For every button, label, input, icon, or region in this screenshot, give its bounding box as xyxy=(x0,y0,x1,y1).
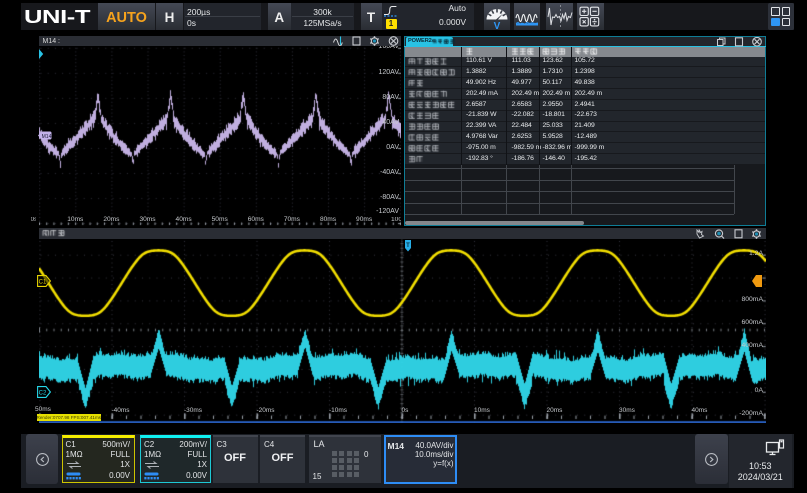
svg-text:V: V xyxy=(493,21,500,30)
svg-text:T: T xyxy=(406,243,410,249)
svg-text:C1: C1 xyxy=(39,279,47,285)
svg-text:M14: M14 xyxy=(42,133,52,139)
svg-text:C2: C2 xyxy=(39,390,47,396)
